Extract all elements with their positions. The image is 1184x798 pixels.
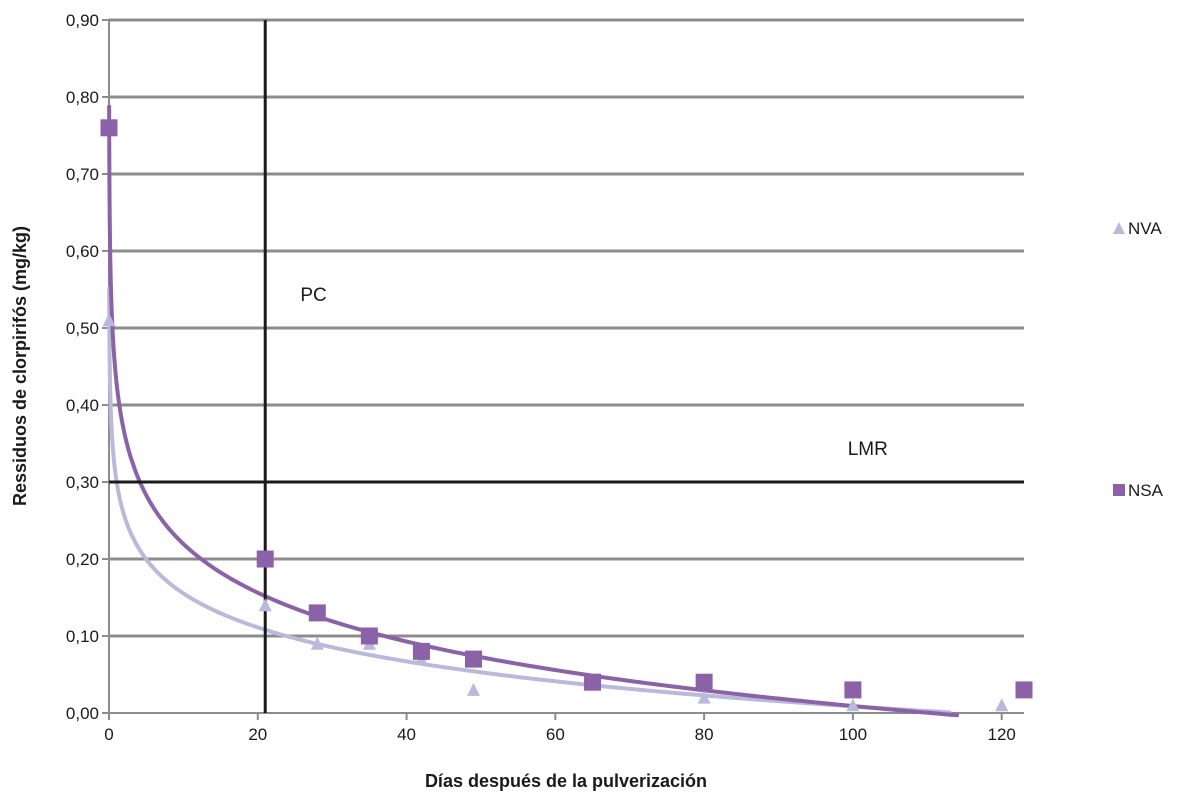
y-tick-label: 0,00 xyxy=(66,704,99,723)
nva-point xyxy=(258,598,272,612)
reference-lines: PC LMR xyxy=(109,20,1024,713)
y-tick-label: 0,80 xyxy=(66,88,99,107)
x-tick-label: 60 xyxy=(546,725,565,744)
nva-point xyxy=(995,698,1009,712)
nsa-point xyxy=(100,119,118,137)
legend-nva-label: NVA xyxy=(1128,219,1162,238)
tick-labels: 0,00 0,10 0,20 0,30 0,40 0,50 0,60 0,70 0,80 0,90… xyxy=(66,11,1016,744)
legend-nsa-marker xyxy=(1113,484,1125,496)
y-tick-label: 0,10 xyxy=(66,627,99,646)
nsa-point xyxy=(1015,681,1033,699)
x-tick-label: 40 xyxy=(397,725,416,744)
y-axis-title: Ressiduos de clorpirifós (mg/kg) xyxy=(10,226,30,506)
trendline-nsa xyxy=(107,104,960,718)
x-axis-title: Días después de la pulverización xyxy=(425,771,707,791)
y-tick-label: 0,40 xyxy=(66,396,99,415)
y-tick-label: 0,60 xyxy=(66,242,99,261)
nva-point xyxy=(846,698,860,712)
nva-point xyxy=(697,690,711,704)
nsa-point xyxy=(308,604,326,622)
nva-point xyxy=(310,636,324,650)
trendline-nva xyxy=(107,286,952,715)
data-points xyxy=(100,119,1033,712)
x-tick-label: 0 xyxy=(104,725,113,744)
y-tick-label: 0,50 xyxy=(66,319,99,338)
nsa-point xyxy=(256,550,274,568)
nsa-point xyxy=(412,642,430,660)
nsa-point xyxy=(465,650,483,668)
legend-nsa-label: NSA xyxy=(1128,481,1164,500)
trendlines xyxy=(107,104,960,718)
axes xyxy=(102,19,1024,720)
legend-nva-marker xyxy=(1113,222,1125,234)
x-tick-label: 120 xyxy=(987,725,1015,744)
nsa-point xyxy=(584,673,602,691)
lmr-label: LMR xyxy=(848,439,888,460)
legend: NVA NSA xyxy=(1113,219,1164,500)
nsa-point xyxy=(844,681,862,699)
nsa-point xyxy=(360,627,378,645)
y-tick-label: 0,90 xyxy=(66,11,99,30)
x-tick-label: 20 xyxy=(248,725,267,744)
nva-point xyxy=(102,313,116,327)
x-tick-label: 80 xyxy=(695,725,714,744)
y-tick-label: 0,20 xyxy=(66,550,99,569)
nva-point xyxy=(467,682,481,696)
nsa-point xyxy=(695,673,713,691)
gridlines xyxy=(109,18,1024,638)
y-tick-label: 0,30 xyxy=(66,473,99,492)
x-tick-label: 100 xyxy=(839,725,867,744)
pc-label: PC xyxy=(300,285,326,306)
y-tick-label: 0,70 xyxy=(66,165,99,184)
